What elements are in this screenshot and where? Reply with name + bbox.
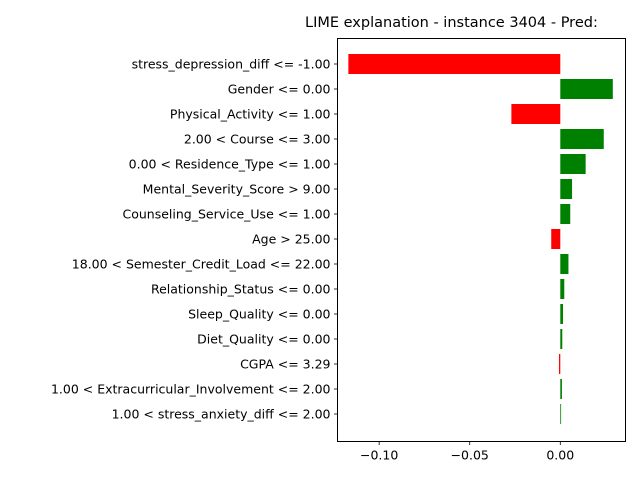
x-tick-label-2: 0.00 [546, 448, 574, 463]
y-tick-label-10: Sleep_Quality <= 0.00 [188, 307, 330, 322]
y-tick-labels: stress_depression_diff <= -1.00 Gender <=… [51, 57, 338, 422]
chart-title: LIME explanation - instance 3404 - Pred: [305, 15, 598, 31]
bar-6 [560, 204, 571, 224]
y-tick-label-0: stress_depression_diff <= -1.00 [132, 57, 331, 72]
bar-11 [560, 329, 563, 349]
y-tick-label-14: 1.00 < stress_anxiety_diff <= 2.00 [112, 407, 331, 422]
bar-9 [560, 279, 565, 299]
x-tick-label-1: −0.05 [451, 448, 489, 463]
y-tick-label-6: Counseling_Service_Use <= 1.00 [122, 207, 330, 222]
bar-7 [551, 229, 561, 249]
y-tick-label-12: CGPA <= 3.29 [240, 357, 330, 372]
plot-frame [337, 38, 626, 442]
bar-4 [560, 154, 586, 174]
bar-10 [560, 304, 564, 324]
bar-5 [560, 179, 573, 199]
bar-14 [560, 404, 562, 424]
bar-0 [348, 54, 561, 74]
y-tick-label-7: Age > 25.00 [252, 232, 330, 247]
y-tick-label-8: 18.00 < Semester_Credit_Load <= 22.00 [72, 257, 331, 272]
y-tick-label-13: 1.00 < Extracurricular_Involvement <= 2.… [51, 382, 331, 397]
y-tick-label-5: Mental_Severity_Score > 9.00 [143, 182, 331, 197]
bars-group [348, 54, 613, 424]
y-tick-label-2: Physical_Activity <= 1.00 [170, 107, 331, 122]
y-tick-label-1: Gender <= 0.00 [228, 82, 331, 97]
bar-12 [559, 354, 561, 374]
bar-13 [560, 379, 562, 399]
y-tick-label-4: 0.00 < Residence_Type <= 1.00 [129, 157, 331, 172]
bar-1 [560, 79, 613, 99]
y-tick-label-11: Diet_Quality <= 0.00 [197, 332, 330, 347]
y-tick-label-3: 2.00 < Course <= 3.00 [184, 132, 331, 147]
x-tick-label-0: −0.10 [360, 448, 398, 463]
bar-2 [511, 104, 561, 124]
bar-3 [560, 129, 604, 149]
y-tick-label-9: Relationship_Status <= 0.00 [151, 282, 331, 297]
bar-8 [560, 254, 569, 274]
x-axis: −0.10 −0.05 0.00 [360, 441, 574, 463]
